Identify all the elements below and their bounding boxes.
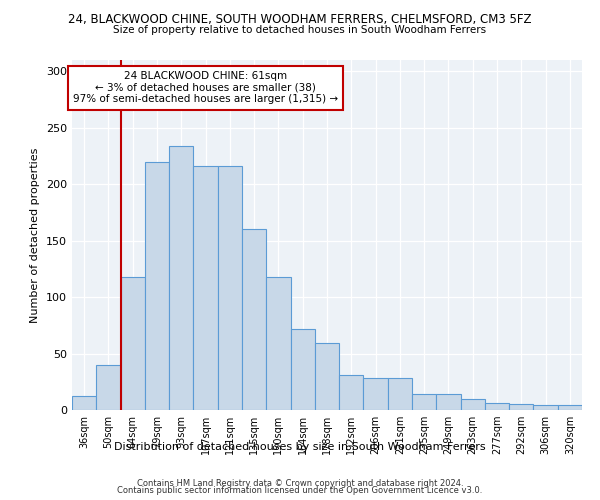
Bar bbox=[218, 166, 242, 410]
Text: Contains public sector information licensed under the Open Government Licence v3: Contains public sector information licen… bbox=[118, 486, 482, 495]
Text: 24 BLACKWOOD CHINE: 61sqm
← 3% of detached houses are smaller (38)
97% of semi-d: 24 BLACKWOOD CHINE: 61sqm ← 3% of detach… bbox=[73, 72, 338, 104]
Bar bbox=[339, 375, 364, 410]
Bar bbox=[315, 344, 339, 410]
Bar bbox=[242, 230, 266, 410]
Bar bbox=[169, 146, 193, 410]
Bar bbox=[193, 166, 218, 410]
Bar bbox=[364, 378, 388, 410]
Text: Size of property relative to detached houses in South Woodham Ferrers: Size of property relative to detached ho… bbox=[113, 25, 487, 35]
Bar bbox=[145, 162, 169, 410]
Bar bbox=[412, 394, 436, 410]
Bar bbox=[436, 394, 461, 410]
Bar bbox=[388, 378, 412, 410]
Text: 24, BLACKWOOD CHINE, SOUTH WOODHAM FERRERS, CHELMSFORD, CM3 5FZ: 24, BLACKWOOD CHINE, SOUTH WOODHAM FERRE… bbox=[68, 12, 532, 26]
Text: Distribution of detached houses by size in South Woodham Ferrers: Distribution of detached houses by size … bbox=[114, 442, 486, 452]
Bar bbox=[509, 404, 533, 410]
Bar bbox=[558, 406, 582, 410]
Bar bbox=[461, 398, 485, 410]
Bar bbox=[485, 403, 509, 410]
Bar bbox=[96, 365, 121, 410]
Y-axis label: Number of detached properties: Number of detached properties bbox=[31, 148, 40, 322]
Bar bbox=[121, 277, 145, 410]
Bar bbox=[72, 396, 96, 410]
Bar bbox=[266, 277, 290, 410]
Bar bbox=[533, 406, 558, 410]
Bar bbox=[290, 328, 315, 410]
Text: Contains HM Land Registry data © Crown copyright and database right 2024.: Contains HM Land Registry data © Crown c… bbox=[137, 478, 463, 488]
